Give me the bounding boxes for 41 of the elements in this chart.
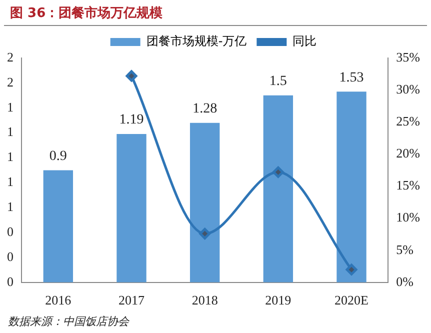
point — [126, 70, 138, 82]
y-tick-label: 1 — [7, 174, 14, 190]
y2-tick-label: 5% — [396, 242, 414, 257]
point — [199, 228, 211, 240]
y2-tick-label: 30% — [396, 81, 420, 96]
bar — [263, 95, 294, 282]
data-label: 1.53 — [339, 70, 364, 86]
y-tick-label: 1 — [7, 124, 14, 140]
y-tick-label: 0 — [7, 224, 14, 239]
y2-tick-label: 25% — [396, 114, 420, 129]
point — [346, 264, 358, 276]
point — [272, 166, 284, 178]
x-tick-label: 2017 — [118, 292, 145, 308]
y-tick-label: 2 — [7, 49, 14, 64]
y2-tick-label: 0% — [396, 274, 414, 289]
x-tick-label: 2020E — [334, 292, 369, 308]
bar — [190, 122, 220, 282]
data-label: 1.19 — [119, 112, 144, 128]
data-label: 1.28 — [192, 102, 218, 116]
source-note: 数据来源：中国饭店协会 — [7, 314, 130, 330]
y-tick-label: 1 — [7, 149, 14, 164]
y-tick-label: 0 — [7, 274, 14, 289]
x-tick-label: 2019 — [265, 292, 292, 308]
y-tick-label: 1 — [7, 99, 14, 114]
y2-tick-label: 10% — [396, 210, 420, 225]
bar — [43, 170, 74, 282]
x-tick-label: 2018 — [192, 292, 218, 308]
y2-tick-label: 20% — [396, 146, 420, 161]
y2-tick-label: 15% — [396, 178, 420, 193]
y2-tick-label: 35% — [396, 49, 420, 64]
y-tick-label: 0 — [7, 248, 14, 264]
y-tick-label: 1 — [7, 199, 14, 214]
data-label: 1.5 — [269, 74, 287, 90]
y-tick-label: 2 — [7, 74, 14, 90]
legend-label: 同比 — [292, 34, 317, 48]
bar — [116, 134, 146, 282]
chart-title: 图 36：团餐市场万亿规模 — [4, 0, 427, 26]
x-tick-label: 2016 — [45, 292, 72, 308]
bar — [336, 92, 366, 282]
data-label: 0.9 — [49, 148, 67, 164]
legend-label: 团餐市场规模-万亿 — [146, 34, 247, 48]
